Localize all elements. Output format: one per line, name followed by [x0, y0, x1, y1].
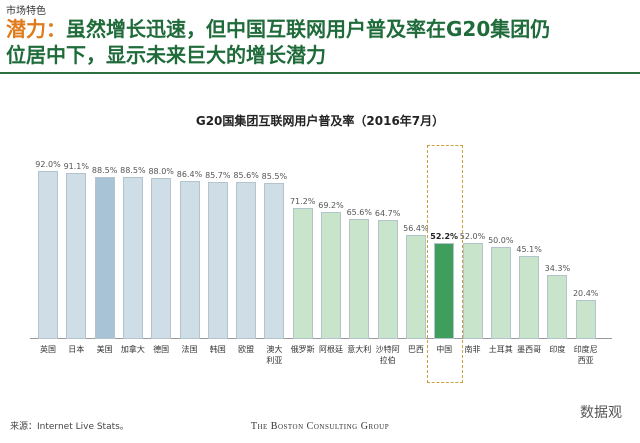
section-label: 市场特色: [6, 6, 46, 17]
bar: [547, 275, 568, 339]
x-tick-label: 南非: [464, 345, 481, 354]
value-label: 92.0%: [35, 159, 61, 169]
bar: [377, 220, 398, 339]
x-tick-label: 印度尼 西亚: [573, 345, 598, 365]
value-label: 88.0%: [148, 167, 174, 177]
headline-prefix: 潜力：: [6, 17, 66, 41]
headline: 潜力：虽然增长迅速，但中国互联网用户普及率在G20集团仍 位居中下，显示未来巨大的…: [6, 16, 550, 68]
baseline: [30, 338, 612, 339]
headline-line: 虽然增长迅速，但中国互联网用户普及率在G20集团仍: [66, 17, 551, 41]
x-tick-label: 澳大 利亚: [266, 345, 283, 365]
value-label: 88.5%: [91, 166, 118, 176]
chart-title: G20国集团互联网用户普及率（2016年7月）: [195, 114, 445, 128]
x-tick-label: 法国: [181, 345, 198, 354]
bar: [94, 177, 115, 339]
bar: [264, 182, 285, 339]
bar: [292, 208, 313, 339]
value-label: 52.0%: [459, 232, 486, 242]
bar: [462, 243, 483, 339]
value-label: 86.4%: [176, 170, 203, 180]
value-label: 91.1%: [63, 161, 89, 171]
source: 来源：Internet Live Stats。: [10, 422, 129, 432]
bar: [519, 255, 540, 339]
value-label: 85.7%: [205, 171, 231, 181]
x-tick-label: 意大利: [347, 345, 372, 354]
x-tick-label: 日本: [68, 345, 85, 354]
value-label: 45.1%: [516, 244, 542, 254]
bar: [122, 177, 143, 339]
bar: [207, 182, 228, 339]
value-label: 85.5%: [261, 171, 288, 181]
value-label: 52.2%: [430, 231, 459, 241]
bar: [321, 212, 341, 339]
value-label: 20.4%: [572, 289, 599, 299]
value-label: 65.6%: [346, 207, 372, 217]
bar: [575, 300, 596, 339]
x-tick-label: 俄罗斯: [290, 345, 315, 354]
x-tick-label: 印度: [549, 345, 566, 354]
bar: [151, 178, 172, 339]
x-tick-label: 美国: [96, 345, 113, 354]
bar: [349, 218, 370, 339]
value-label: 85.6%: [233, 171, 259, 181]
bar: [236, 182, 257, 339]
value-label: 50.0%: [488, 235, 514, 245]
header-rule: [0, 72, 640, 74]
bar: [179, 181, 200, 339]
x-tick-label: 中国: [436, 345, 453, 354]
bar: [434, 242, 455, 339]
value-label: 64.7%: [374, 209, 401, 219]
x-tick-label: 墨西哥: [517, 345, 542, 354]
x-tick-label: 德国: [153, 345, 170, 354]
x-tick-label: 土耳其: [488, 345, 513, 354]
bar: [38, 170, 58, 339]
x-tick-label: 巴西: [407, 345, 424, 354]
bar: [405, 235, 426, 339]
headline-line: 位居中下，显示未来巨大的增长潜力: [6, 43, 326, 67]
highlight-box: [427, 145, 464, 383]
value-label: 71.2%: [289, 197, 316, 207]
x-tick-label: 韩国: [209, 345, 226, 354]
bar: [490, 246, 511, 340]
watermark: 数据观: [580, 405, 622, 421]
x-tick-label: 欧盟: [238, 345, 255, 354]
footer-logo: The Boston Consulting Group: [250, 421, 390, 432]
bar: [66, 172, 87, 339]
value-label: 34.3%: [544, 264, 571, 274]
value-label: 56.4%: [403, 224, 429, 234]
x-tick-label: 英国: [40, 345, 56, 354]
value-label: 69.2%: [318, 201, 344, 211]
x-tick-label: 加拿大: [120, 345, 145, 354]
x-tick-label: 沙特阿 拉伯: [375, 345, 400, 365]
x-tick-label: 阿根廷: [319, 345, 343, 354]
value-label: 88.5%: [120, 166, 146, 176]
